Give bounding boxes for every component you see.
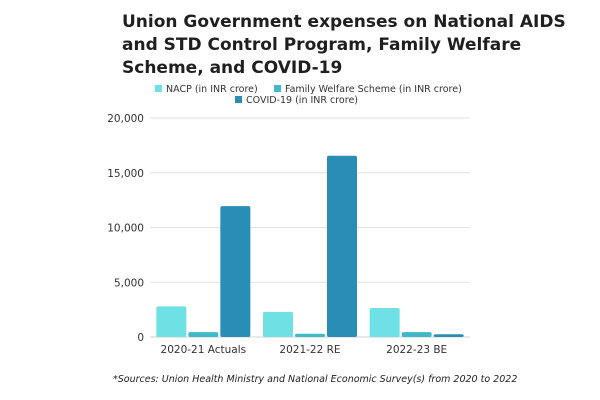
- bar-covid-3: [433, 334, 464, 337]
- y-tick-label: 5,000: [114, 277, 144, 289]
- y-tick-label: 20,000: [107, 113, 144, 125]
- bars: [156, 155, 464, 337]
- chart-title-line-3: Scheme, and COVID-19: [122, 58, 342, 78]
- bar-covid-1: [220, 206, 251, 337]
- bar-nacp-1: [156, 306, 187, 337]
- chart-title-line-2: and STD Control Program, Family Welfare: [122, 35, 521, 55]
- legend: NACP (in INR crore) Family Welfare Schem…: [155, 84, 462, 106]
- bar-nacp-2: [263, 311, 293, 337]
- bar-covid-2: [327, 155, 357, 337]
- legend-label-family-welfare: Family Welfare Scheme (in INR crore): [285, 84, 462, 95]
- legend-item-family-welfare: Family Welfare Scheme (in INR crore): [274, 84, 462, 95]
- y-tick-label: 15,000: [107, 168, 144, 180]
- x-category-label: 2022-23 BE: [386, 344, 447, 356]
- legend-swatch-nacp: [155, 85, 162, 92]
- legend-swatch-covid: [235, 96, 242, 103]
- bar-family-welfare-3: [401, 332, 432, 337]
- x-category-label: 2020-21 Actuals: [161, 344, 247, 356]
- y-tick-label: 10,000: [107, 223, 144, 235]
- legend-swatch-family-welfare: [274, 85, 281, 92]
- y-tick-label: 0: [137, 332, 144, 344]
- x-category-label: 2021-22 RE: [279, 344, 340, 356]
- legend-label-covid: COVID-19 (in INR crore): [246, 95, 358, 106]
- chart-title-line-1: Union Government expenses on National AI…: [122, 12, 566, 32]
- x-axis-categories: 2020-21 Actuals 2021-22 RE 2022-23 BE: [161, 344, 448, 356]
- legend-item-covid: COVID-19 (in INR crore): [235, 95, 358, 106]
- bar-family-welfare-1: [188, 332, 219, 337]
- gridlines: [150, 117, 470, 338]
- bar-nacp-3: [369, 307, 400, 337]
- legend-label-nacp: NACP (in INR crore): [166, 84, 258, 95]
- bar-family-welfare-2: [295, 333, 325, 337]
- y-axis-ticks: 0 5,000 10,000 15,000 20,000: [107, 113, 144, 344]
- legend-item-nacp: NACP (in INR crore): [155, 84, 258, 95]
- source-note: *Sources: Union Health Ministry and Nati…: [113, 374, 517, 385]
